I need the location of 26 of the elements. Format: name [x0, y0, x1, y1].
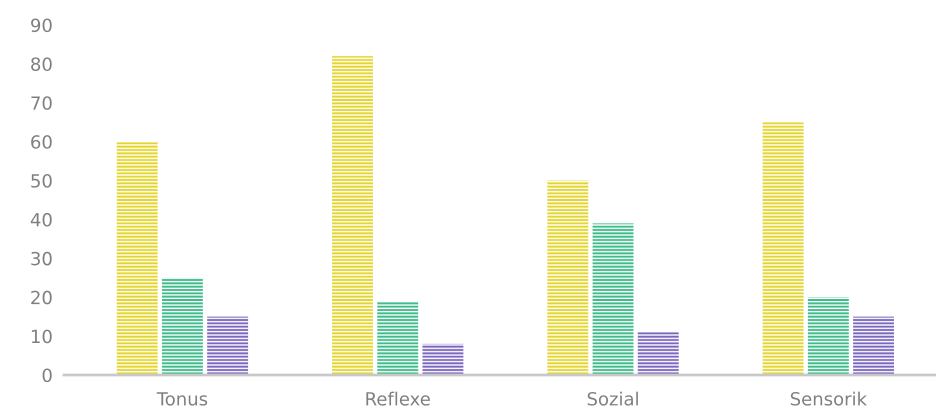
bar	[377, 301, 418, 375]
bar	[638, 332, 679, 375]
bar	[207, 316, 248, 375]
x-tick-label: Sensorik	[790, 392, 867, 406]
y-tick-label: 90	[31, 18, 52, 32]
bar	[762, 122, 804, 375]
y-tick-label: 10	[32, 330, 52, 344]
bar	[808, 297, 849, 375]
y-tick-label: 50	[31, 174, 52, 188]
y-tick-label: 70	[31, 96, 52, 110]
y-tick-label: 60	[31, 135, 52, 149]
x-tick-label: Sozial	[588, 392, 638, 406]
y-tick-label: 40	[30, 212, 52, 227]
bar	[547, 180, 588, 375]
x-tick-label: Reflexe	[366, 392, 430, 406]
y-tick-label: 0	[42, 368, 52, 382]
bar	[332, 56, 373, 375]
bar	[853, 316, 894, 375]
y-tick-label: 80	[31, 57, 52, 72]
bar	[592, 223, 634, 375]
x-tick-label: Tonus	[156, 392, 208, 406]
y-tick-label: 30	[31, 252, 52, 266]
bar	[116, 142, 158, 375]
bar	[422, 344, 464, 375]
bar	[162, 278, 203, 375]
y-tick-label: 20	[31, 290, 52, 304]
